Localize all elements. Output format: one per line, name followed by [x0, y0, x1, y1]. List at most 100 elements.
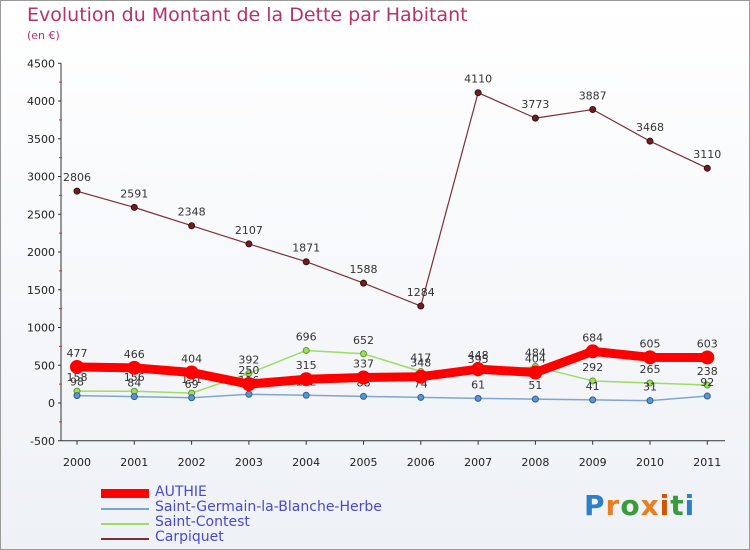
point-carpiquet [130, 203, 138, 211]
x-tick-label: 2006 [407, 456, 435, 469]
y-tick-label: 3500 [27, 133, 55, 146]
y-tick-label: 2000 [27, 246, 55, 259]
legend-label: Saint-Germain-la-Blanche-Herbe [155, 499, 382, 515]
point-saint-germain-la-blanche-herbe [73, 392, 81, 400]
logo-letter: x [640, 489, 660, 522]
y-tick-label: 4500 [27, 57, 55, 70]
data-label-carpiquet: 1284 [407, 286, 435, 299]
data-label-authie: 404 [525, 352, 546, 365]
point-carpiquet [360, 279, 367, 287]
point-authie [127, 360, 142, 375]
point-saint-germain-la-blanche-herbe [360, 392, 367, 400]
point-saint-contest [360, 350, 367, 358]
x-tick-label: 2003 [235, 456, 263, 469]
data-label-saint-germain-la-blanche-herbe: 51 [528, 379, 542, 392]
x-tick-label: 2000 [63, 456, 91, 469]
data-label-authie: 315 [296, 359, 317, 372]
x-tick-label: 2005 [350, 456, 378, 469]
legend-swatch-saint-germain [101, 508, 149, 510]
point-saint-germain-la-blanche-herbe [646, 397, 654, 405]
data-label-saint-contest: 265 [640, 363, 661, 376]
proxiti-logo: Proxiti [584, 489, 695, 522]
point-saint-germain-la-blanche-herbe [302, 391, 310, 399]
point-authie [356, 370, 371, 385]
logo-letter: t [670, 489, 685, 522]
point-carpiquet [188, 222, 196, 230]
data-label-authie: 466 [124, 348, 145, 361]
y-tick-label: 3000 [27, 171, 55, 184]
point-authie [70, 359, 84, 374]
x-tick-label: 2001 [120, 456, 148, 469]
legend-swatch-saint-contest [101, 523, 149, 525]
legend-swatch-carpiquet [101, 538, 149, 540]
data-label-authie: 404 [181, 352, 202, 365]
data-label-carpiquet: 1871 [292, 242, 320, 255]
logo-letter: o [620, 489, 641, 522]
data-label-saint-contest: 417 [410, 352, 431, 365]
data-label-saint-contest: 484 [525, 346, 546, 359]
point-saint-contest [302, 346, 310, 354]
data-label-carpiquet: 2348 [178, 206, 206, 219]
data-label-saint-contest: 292 [582, 361, 603, 374]
point-saint-germain-la-blanche-herbe [417, 393, 425, 401]
point-authie [241, 377, 256, 392]
point-saint-contest [646, 379, 654, 387]
data-label-carpiquet: 1588 [350, 263, 378, 276]
data-label-authie: 448 [468, 349, 489, 362]
series-line-saint-germain-la-blanche-herbe [76, 393, 709, 402]
x-tick-label: 2011 [693, 456, 721, 469]
data-label-authie: 603 [697, 337, 718, 350]
y-tick-label: 2500 [27, 208, 55, 221]
x-tick-label: 2002 [178, 456, 206, 469]
data-label-carpiquet: 2591 [120, 187, 148, 200]
point-saint-contest [589, 377, 597, 385]
point-authie [700, 350, 715, 365]
point-authie [471, 362, 486, 377]
data-label-authie: 605 [640, 337, 661, 350]
logo-letter: i [684, 489, 696, 522]
x-tick-label: 2007 [464, 456, 492, 469]
series-line-saint-contest [76, 349, 709, 394]
legend-label: Saint-Contest [155, 514, 250, 530]
data-label-saint-germain-la-blanche-herbe: 41 [586, 380, 600, 393]
point-carpiquet [302, 258, 310, 266]
data-label-authie: 684 [582, 331, 603, 344]
legend-label: AUTHIE [155, 484, 207, 500]
data-label-carpiquet: 3887 [579, 90, 607, 103]
data-label-saint-contest: 156 [124, 371, 145, 384]
chart-subtitle: (en €) [27, 29, 60, 42]
x-tick-label: 2010 [636, 456, 664, 469]
point-saint-germain-la-blanche-herbe [589, 396, 597, 404]
data-label-authie: 477 [67, 347, 88, 360]
y-tick-label: 1500 [27, 284, 55, 297]
y-tick-label: -500 [30, 435, 55, 448]
x-tick-label: 2008 [521, 456, 549, 469]
point-authie [585, 344, 600, 359]
data-label-carpiquet: 3468 [636, 121, 664, 134]
y-tick-label: 4000 [27, 95, 55, 108]
data-label-authie: 250 [238, 364, 259, 377]
point-authie [299, 372, 314, 387]
point-carpiquet [531, 114, 539, 122]
data-label-saint-germain-la-blanche-herbe: 69 [185, 378, 199, 391]
point-saint-germain-la-blanche-herbe [474, 394, 482, 402]
data-label-saint-contest: 238 [697, 365, 718, 378]
point-carpiquet [474, 89, 482, 97]
point-authie [643, 350, 657, 365]
data-label-carpiquet: 4110 [464, 73, 492, 86]
point-saint-germain-la-blanche-herbe [703, 392, 711, 400]
point-saint-contest [245, 369, 253, 377]
point-carpiquet [703, 164, 711, 172]
logo-letter: P [584, 489, 606, 522]
y-tick-label: 0 [48, 397, 55, 410]
data-label-saint-contest: 652 [353, 334, 374, 347]
y-tick-label: 500 [34, 359, 55, 372]
data-label-saint-contest: 158 [67, 371, 88, 384]
point-saint-germain-la-blanche-herbe [245, 390, 253, 398]
data-label-carpiquet: 2107 [235, 224, 263, 237]
data-label-saint-germain-la-blanche-herbe: 84 [127, 377, 141, 390]
data-label-saint-germain-la-blanche-herbe: 92 [700, 376, 714, 389]
data-label-saint-contest: 392 [238, 353, 259, 366]
logo-letter: i [659, 489, 671, 522]
